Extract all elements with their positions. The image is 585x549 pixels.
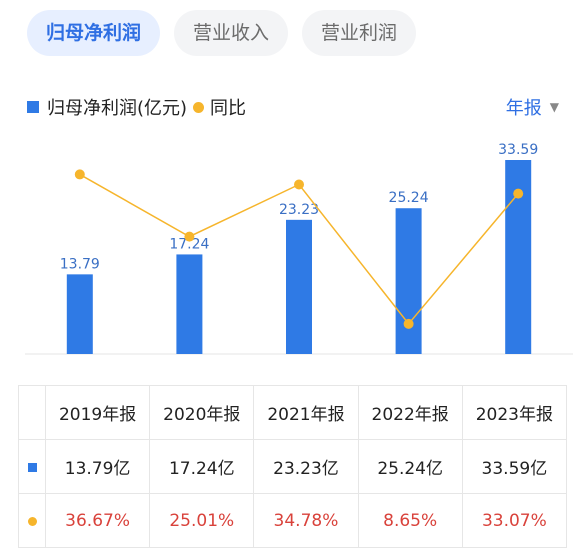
bar-value-label: 33.59	[498, 142, 538, 158]
table-cell: 17.24亿	[149, 439, 255, 494]
table-header-row: 2019年报 2020年报 2021年报 2022年报 2023年报	[18, 385, 568, 440]
line-legend-marker	[193, 101, 205, 113]
table-header: 2019年报	[44, 385, 151, 440]
yoy-point	[184, 231, 195, 242]
tab-operating-profit[interactable]: 营业利润	[302, 10, 417, 56]
bar	[286, 219, 312, 354]
bar-value-label: 25.24	[389, 190, 429, 206]
table-cell: 13.79亿	[44, 439, 151, 494]
table-header: 2022年报	[357, 385, 463, 440]
table-cell: 25.01%	[149, 493, 255, 548]
table-cell: 33.07%	[461, 493, 568, 548]
yoy-point	[513, 188, 524, 199]
table-row-yoy: 36.67% 25.01% 34.78% 8.65% 33.07%	[18, 493, 568, 548]
table-cell: 25.24亿	[357, 439, 463, 494]
table-header: 2021年报	[253, 385, 359, 440]
profit-chart: 13.79 17.24 23.23 25.24 33.59	[25, 142, 573, 355]
bar	[395, 208, 422, 354]
tab-revenue[interactable]: 营业收入	[174, 10, 289, 56]
chart-legend: 归母净利润(亿元) 同比	[27, 94, 246, 120]
bar-value-label: 13.79	[60, 256, 100, 272]
table-header: 2023年报	[461, 385, 568, 440]
line-dot-icon	[27, 516, 37, 526]
bar	[66, 274, 93, 354]
bar-value-label: 23.23	[279, 202, 319, 218]
table-cell: 23.23亿	[253, 439, 359, 494]
table-cell: 34.78%	[253, 493, 359, 548]
table-row-profit: 13.79亿 17.24亿 23.23亿 25.24亿 33.59亿	[18, 439, 568, 494]
metric-tabs: 归母净利润 营业收入 营业利润	[27, 10, 417, 56]
data-table: 2019年报 2020年报 2021年报 2022年报 2023年报 13.79…	[18, 385, 568, 548]
tab-net-profit[interactable]: 归母净利润	[27, 10, 161, 56]
table-cell: 8.65%	[357, 493, 463, 548]
row-marker	[18, 493, 46, 548]
yoy-point	[294, 179, 304, 190]
bar-legend-label: 归母净利润(亿元)	[47, 98, 188, 119]
caret-down-icon: ▼	[549, 100, 559, 114]
header-blank	[18, 385, 46, 440]
row-marker	[18, 439, 46, 494]
table-cell: 36.67%	[44, 493, 151, 548]
yoy-point	[74, 169, 85, 180]
bar-value-label: 17.24	[169, 236, 209, 252]
line-legend-label: 同比	[210, 98, 247, 119]
yoy-point	[403, 318, 414, 329]
period-selector[interactable]: 年报 ▼	[506, 94, 559, 120]
bar-legend-marker	[27, 101, 39, 113]
period-label: 年报	[505, 98, 542, 119]
table-cell: 33.59亿	[461, 439, 568, 494]
bar-square-icon	[27, 462, 37, 472]
table-header: 2020年报	[149, 385, 255, 440]
bar	[176, 254, 203, 354]
